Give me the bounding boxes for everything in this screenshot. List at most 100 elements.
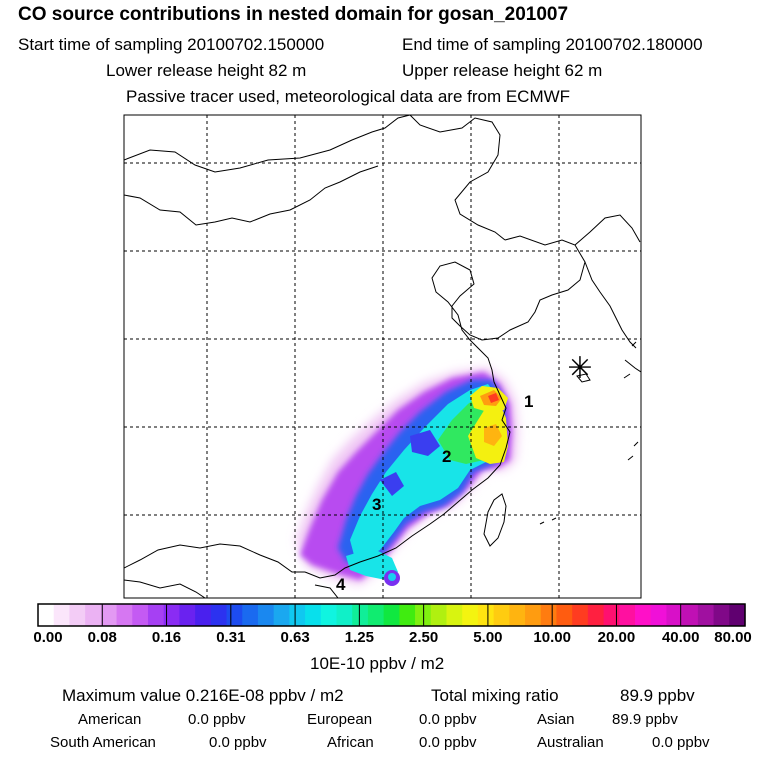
japan-coast (624, 359, 641, 373)
contrib-african-value: 0.0 ppbv (419, 734, 477, 751)
end-time: End time of sampling 20100702.180000 (402, 35, 703, 54)
contrib-australian-label: Australian (537, 734, 604, 751)
colorbar-swatch (289, 604, 306, 626)
colorbar-swatch (619, 604, 636, 626)
region-label-1: 1 (524, 392, 533, 411)
colorbar-swatch (85, 604, 102, 626)
colorbar (37, 603, 746, 627)
korea-coast (574, 214, 641, 349)
colorbar-swatch (713, 604, 730, 626)
china-coast (304, 235, 586, 579)
contrib-american-label: American (78, 711, 142, 728)
hainan-coast (314, 584, 339, 598)
contrib-south-american-value: 0.0 ppbv (209, 734, 267, 751)
colorbar-swatch (635, 604, 652, 626)
total-mixing-label: Total mixing ratio (431, 686, 559, 705)
contrib-european-label: European (307, 711, 373, 728)
colorbar-swatch (493, 604, 510, 626)
colorbar-swatch (729, 604, 746, 626)
plume-spot-south-core (388, 573, 396, 581)
contrib-american-value: 0.0 ppbv (188, 711, 246, 728)
colorbar-swatch (525, 604, 542, 626)
colorbar-swatch (179, 604, 196, 626)
plume-level-orange-south (484, 424, 502, 446)
plume-pocket-south (346, 548, 398, 580)
map-frame (123, 114, 642, 599)
plume-patch-blue-1 (410, 430, 440, 456)
contrib-australian-value: 0.0 ppbv (652, 734, 710, 751)
colorbar-swatch (100, 604, 118, 626)
plume-field (296, 368, 518, 586)
colorbar-tick-label: 0.08 (87, 629, 117, 646)
colorbar-tick-label: 5.00 (473, 629, 503, 646)
northern-border (409, 115, 506, 241)
colorbar-tick-label: 2.50 (409, 629, 439, 646)
colorbar-swatch (305, 604, 322, 626)
colorbar-tick-label: 1.25 (344, 629, 374, 646)
colorbar-swatch (697, 604, 715, 626)
contrib-european-value: 0.0 ppbv (419, 711, 477, 728)
colorbar-swatch (603, 604, 620, 626)
contrib-asian-label: Asian (537, 711, 575, 728)
region-label-3: 3 (372, 495, 381, 514)
colorbar-swatch (430, 604, 448, 626)
colorbar-tick-label: 0.31 (216, 629, 246, 646)
colorbar-swatch (53, 604, 71, 626)
colorbar-swatch (116, 604, 133, 626)
colorbar-tick-label: 0.63 (280, 629, 310, 646)
colorbar-swatch (242, 604, 259, 626)
start-time: Start time of sampling 20100702.150000 (18, 35, 325, 54)
colorbar-swatch (367, 604, 385, 626)
colorbar-swatch (132, 604, 149, 626)
colorbar-swatch (572, 604, 589, 626)
plume-patch-blue-2 (380, 472, 404, 496)
inner-border (124, 165, 379, 226)
southwest-border (124, 543, 305, 598)
colorbar-swatch (210, 604, 228, 626)
colorbar-swatch (383, 604, 400, 626)
colorbar-swatch (352, 604, 369, 626)
colorbar-swatch (147, 604, 165, 626)
region-label-4: 4 (336, 575, 346, 594)
upper-release-height: Upper release height 62 m (402, 61, 603, 80)
colorbar-swatch (38, 604, 55, 626)
lower-release-height: Lower release height 82 m (106, 61, 307, 80)
colorbar-swatch (446, 604, 463, 626)
ryukyu-islands (539, 341, 639, 525)
colorbar-swatch (587, 604, 605, 626)
colorbar-swatch (462, 604, 479, 626)
colorbar-frame (37, 603, 746, 627)
colorbar-swatch (273, 604, 290, 626)
colorbar-swatch (650, 604, 668, 626)
colorbar-swatch (556, 604, 573, 626)
contrib-asian-value: 89.9 ppbv (612, 711, 678, 728)
contrib-south-american-label: South American (50, 734, 156, 751)
taiwan-coast (483, 493, 507, 547)
colorbar-swatch (257, 604, 275, 626)
colorbar-tick-label: 0.00 (33, 629, 63, 646)
tracer-note: Passive tracer used, meteorological data… (126, 87, 571, 106)
colorbar-swatch (682, 604, 699, 626)
colorbar-tick-label: 80.00 (714, 629, 752, 646)
colorbar-swatch (477, 604, 495, 626)
contrib-african-label: African (327, 734, 374, 751)
jeju-coast (576, 373, 591, 383)
colorbar-swatch (163, 604, 180, 626)
colorbar-swatch (320, 604, 338, 626)
graticule (124, 115, 641, 598)
colorbar-swatch (195, 604, 212, 626)
colorbar-tick-label: 0.16 (151, 629, 182, 646)
colorbar-swatch (399, 604, 416, 626)
colorbar-swatch (336, 604, 353, 626)
colorbar-swatch (666, 604, 683, 626)
region-label-2: 2 (442, 447, 451, 466)
colorbar-tick-label: 40.00 (661, 629, 700, 646)
colorbar-swatch (540, 604, 558, 626)
colorbar-tick-label: 20.00 (597, 629, 636, 646)
colorbar-swatch (226, 604, 243, 626)
colorbar-tick-label: 10.00 (533, 629, 571, 646)
colorbar-swatch (69, 604, 86, 626)
receptor-marker-icon: ✳ (567, 351, 592, 386)
colorbar-unit: 10E-10 ppbv / m2 (310, 654, 445, 673)
